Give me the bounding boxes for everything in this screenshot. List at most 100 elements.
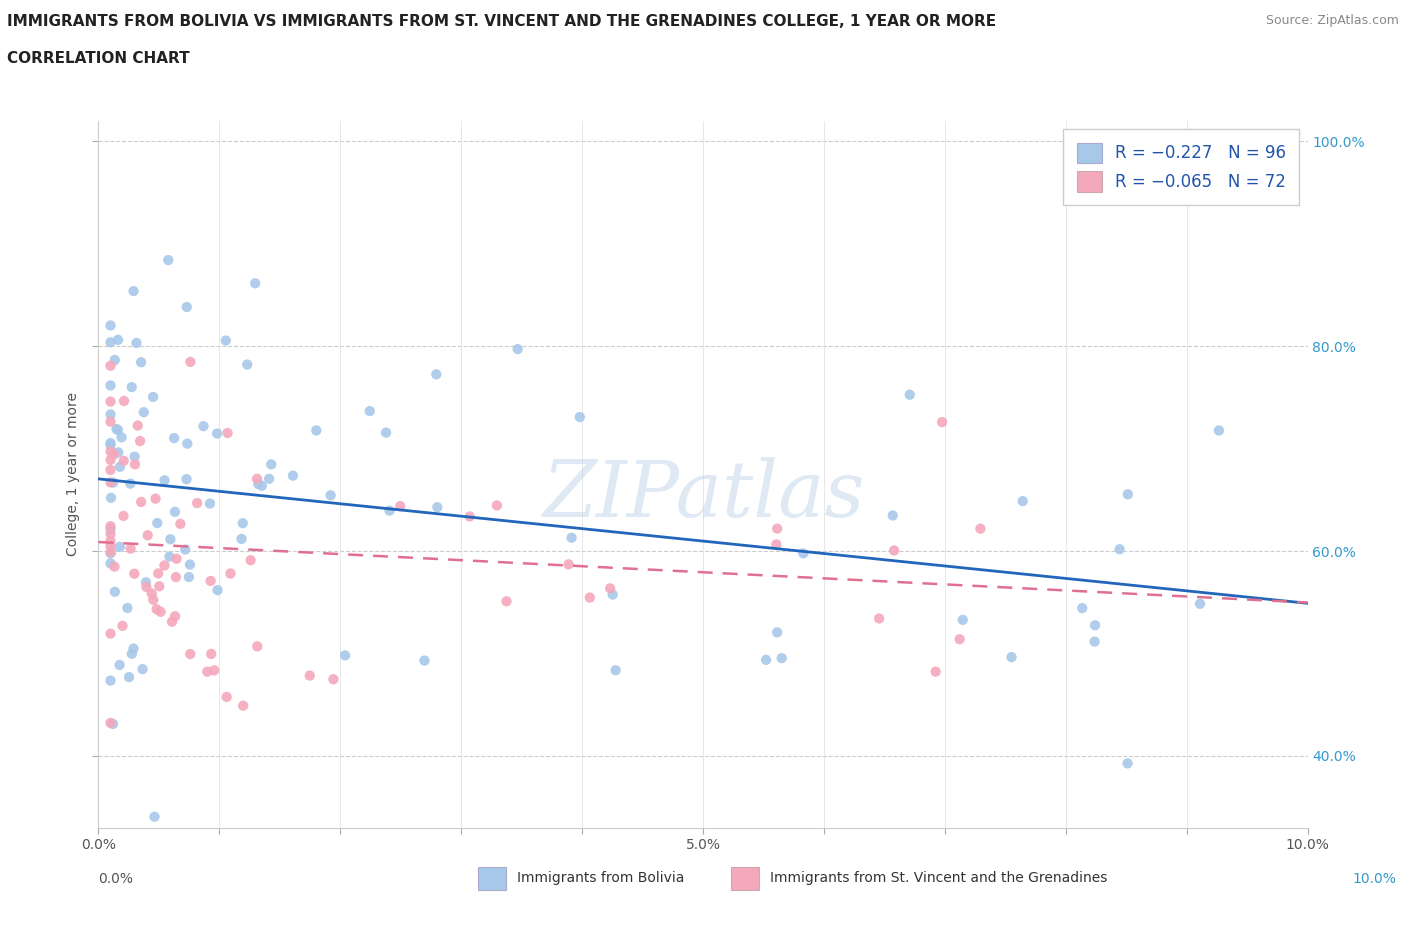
Point <box>108 658 131 672</box>
Point <box>257 472 280 486</box>
Point <box>605 663 627 678</box>
Point <box>111 618 134 633</box>
Point <box>148 566 170 581</box>
Point <box>117 601 139 616</box>
Point <box>426 499 449 514</box>
Point <box>186 496 208 511</box>
Point <box>100 438 122 453</box>
Point <box>770 651 793 666</box>
Point <box>215 689 238 704</box>
Point <box>246 639 269 654</box>
Point <box>163 504 186 519</box>
Point <box>132 405 155 419</box>
Point <box>107 332 129 347</box>
Point <box>153 472 176 487</box>
Point <box>281 468 304 483</box>
Point <box>232 698 254 713</box>
Point <box>174 542 197 557</box>
Point <box>100 556 122 571</box>
Point <box>125 336 148 351</box>
Point <box>1116 756 1139 771</box>
Text: IMMIGRANTS FROM BOLIVIA VS IMMIGRANTS FROM ST. VINCENT AND THE GRENADINES COLLEG: IMMIGRANTS FROM BOLIVIA VS IMMIGRANTS FR… <box>7 14 997 29</box>
Text: CORRELATION CHART: CORRELATION CHART <box>7 51 190 66</box>
Point <box>135 575 157 590</box>
Point <box>129 495 152 510</box>
Point <box>179 354 201 369</box>
Point <box>145 602 167 617</box>
Point <box>148 578 170 593</box>
Point <box>298 668 321 683</box>
Point <box>1108 542 1130 557</box>
Point <box>766 521 789 536</box>
Point <box>766 625 789 640</box>
Point <box>1188 596 1211 611</box>
Point <box>765 537 787 551</box>
Point <box>159 550 181 565</box>
Point <box>202 663 225 678</box>
Point <box>100 462 122 477</box>
Point <box>425 367 447 382</box>
Point <box>952 613 974 628</box>
Y-axis label: College, 1 year or more: College, 1 year or more <box>66 392 80 556</box>
Point <box>413 653 436 668</box>
Point <box>146 515 169 530</box>
Point <box>898 387 921 402</box>
Point <box>100 538 122 553</box>
Point <box>305 423 328 438</box>
Point <box>108 539 131 554</box>
Point <box>100 715 122 730</box>
Point <box>120 541 142 556</box>
Point <box>124 449 146 464</box>
Legend: R = −0.227   N = 96, R = −0.065   N = 72: R = −0.227 N = 96, R = −0.065 N = 72 <box>1063 129 1299 205</box>
Point <box>217 426 239 441</box>
Point <box>195 664 218 679</box>
Point <box>100 526 122 541</box>
Point <box>882 508 904 523</box>
Point <box>568 409 591 424</box>
Point <box>219 566 242 581</box>
Point <box>179 557 201 572</box>
Point <box>142 390 165 405</box>
Point <box>198 496 221 511</box>
Point <box>200 574 222 589</box>
Point <box>243 276 266 291</box>
Text: 0.0%: 0.0% <box>98 871 134 886</box>
Point <box>100 522 122 537</box>
Point <box>124 457 146 472</box>
Point <box>378 503 401 518</box>
Point <box>100 407 122 422</box>
Point <box>931 415 953 430</box>
Point <box>103 559 125 574</box>
Point <box>319 488 342 503</box>
Point <box>176 299 198 314</box>
Point <box>193 418 215 433</box>
Point <box>101 475 124 490</box>
Point <box>100 545 122 560</box>
Point <box>100 335 122 350</box>
Point <box>107 422 129 437</box>
Point <box>207 582 229 597</box>
Point <box>122 284 145 299</box>
Point <box>215 333 238 348</box>
Point <box>100 435 122 450</box>
Point <box>165 570 187 585</box>
Point <box>924 664 946 679</box>
Point <box>122 641 145 656</box>
Point <box>359 404 381 418</box>
Point <box>143 809 166 824</box>
Point <box>246 472 269 486</box>
Point <box>561 530 583 545</box>
Point <box>236 357 259 372</box>
Point <box>557 557 579 572</box>
Point <box>205 426 228 441</box>
Point <box>166 551 188 566</box>
Point <box>247 476 270 491</box>
Point <box>112 393 135 408</box>
Text: ZIPatlas: ZIPatlas <box>541 458 865 534</box>
Point <box>163 431 186 445</box>
Point <box>165 609 187 624</box>
Point <box>120 476 142 491</box>
Point <box>883 543 905 558</box>
Point <box>755 653 778 668</box>
Point <box>100 534 122 549</box>
